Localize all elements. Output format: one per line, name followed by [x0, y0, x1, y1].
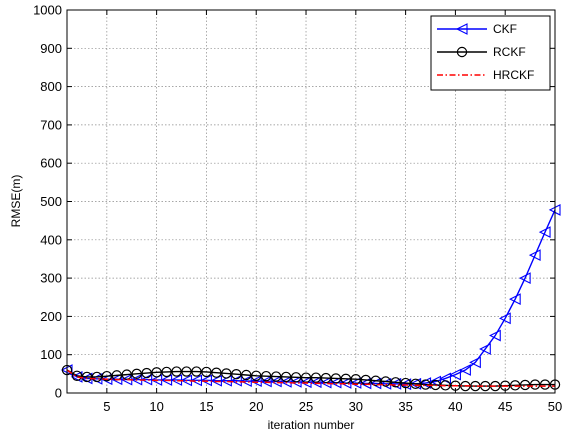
- data-point-rckf: [121, 369, 132, 380]
- x-tick-label: 30: [349, 399, 363, 414]
- y-tick-label: 600: [40, 156, 62, 171]
- data-point-rckf: [260, 370, 272, 382]
- data-point-rckf: [211, 367, 222, 378]
- data-point-rckf: [380, 376, 391, 387]
- data-point-rckf: [519, 379, 531, 391]
- y-tick-label: 100: [40, 347, 62, 362]
- y-tick-label: 500: [40, 194, 62, 209]
- data-point-rckf: [221, 368, 232, 379]
- data-point-ckf: [538, 226, 551, 239]
- data-point-rckf: [270, 371, 282, 382]
- x-tick-label: 10: [149, 399, 163, 414]
- legend-entry-hrckf: HRCKF: [437, 68, 534, 82]
- data-point-rckf: [529, 379, 541, 390]
- x-tick-label: 45: [498, 399, 512, 414]
- legend-label-ckf: CKF: [493, 22, 517, 36]
- data-point-rckf: [320, 372, 332, 384]
- x-tick-label: 5: [103, 399, 110, 414]
- y-tick-label: 800: [40, 79, 62, 94]
- data-point-rckf: [241, 369, 252, 381]
- data-point-rckf: [290, 372, 302, 383]
- data-point-rckf: [420, 379, 431, 390]
- data-point-rckf: [300, 372, 312, 383]
- x-axis-label: iteration number: [268, 418, 355, 432]
- axis-ticks: 0 100 200 300 400 500 600 700 800 900 1000 5 10 15 20 2…: [33, 3, 562, 415]
- data-point-rckf: [251, 370, 262, 381]
- series-line-hrckf: [66, 369, 555, 387]
- data-point-ckf: [518, 272, 531, 284]
- data-point-rckf: [310, 372, 322, 383]
- y-axis-label: RMSE(m): [9, 175, 23, 228]
- y-tick-label: 900: [40, 41, 62, 56]
- data-point-rckf: [191, 366, 202, 377]
- data-point-rckf: [390, 377, 401, 388]
- data-point-rckf: [161, 366, 172, 378]
- data-point-rckf: [280, 371, 292, 383]
- data-point-rckf: [131, 368, 142, 380]
- series-hrckf: [66, 369, 555, 387]
- data-point-rckf: [340, 373, 352, 385]
- data-point-ckf: [469, 356, 481, 369]
- x-tick-label: 40: [448, 399, 462, 414]
- data-point-ckf: [479, 343, 491, 355]
- x-tick-label: 35: [398, 399, 412, 414]
- y-tick-label: 0: [55, 386, 62, 401]
- legend-marker-rckf: [456, 46, 468, 58]
- legend: CKF RCKF HRCKF: [430, 15, 551, 91]
- data-point-rckf: [151, 367, 162, 378]
- data-point-rckf: [201, 366, 212, 378]
- y-tick-label: 1000: [33, 3, 62, 18]
- x-tick-label: 15: [199, 399, 213, 414]
- data-point-rckf: [171, 366, 182, 377]
- data-point-ckf: [528, 249, 541, 262]
- data-point-rckf: [81, 371, 93, 383]
- legend-label-hrckf: HRCKF: [493, 68, 534, 82]
- data-point-rckf: [400, 377, 411, 389]
- data-point-rckf: [509, 380, 521, 391]
- data-point-rckf: [410, 378, 421, 390]
- x-tick-label: 20: [249, 399, 263, 414]
- y-tick-label: 200: [40, 309, 62, 324]
- data-point-ckf: [429, 375, 442, 388]
- legend-entry-ckf: CKF: [437, 22, 517, 36]
- data-point-rckf: [101, 370, 113, 382]
- legend-entry-rckf: RCKF: [437, 45, 526, 59]
- x-tick-label: 25: [299, 399, 313, 414]
- x-tick-label: 50: [548, 399, 562, 414]
- data-point-rckf: [330, 373, 342, 384]
- data-point-ckf: [489, 329, 501, 342]
- data-point-rckf: [231, 369, 242, 380]
- data-point-rckf: [181, 366, 192, 377]
- y-tick-label: 300: [40, 271, 62, 286]
- data-point-ckf: [459, 364, 471, 376]
- legend-marker-ckf: [455, 23, 468, 35]
- data-point-rckf: [71, 370, 83, 381]
- data-point-rckf: [370, 375, 381, 386]
- legend-label-rckf: RCKF: [493, 45, 526, 59]
- y-tick-label: 700: [40, 117, 62, 132]
- data-point-rckf: [141, 367, 152, 379]
- y-tick-label: 400: [40, 232, 62, 247]
- data-point-rckf: [539, 379, 551, 390]
- data-point-rckf: [91, 371, 103, 383]
- data-point-ckf: [449, 368, 461, 381]
- data-point-ckf: [508, 293, 521, 306]
- data-point-ckf: [498, 312, 511, 325]
